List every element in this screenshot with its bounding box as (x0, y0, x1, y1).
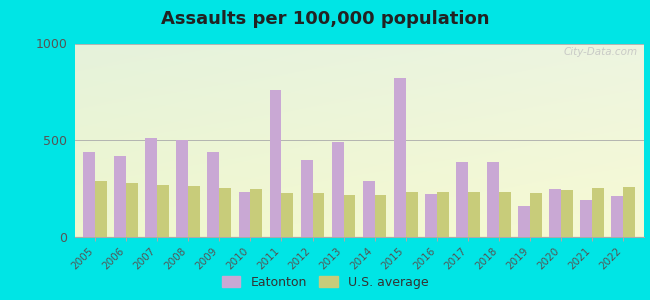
Bar (313, 194, 324, 237)
Legend: Eatonton, U.S. average: Eatonton, U.S. average (216, 271, 434, 294)
Bar (301, 160, 313, 237)
Bar (126, 183, 138, 237)
Bar (344, 195, 356, 237)
Bar (592, 188, 604, 237)
Bar (561, 190, 573, 237)
Bar (530, 194, 542, 237)
Text: Assaults per 100,000 population: Assaults per 100,000 population (161, 11, 489, 28)
Bar (188, 186, 200, 237)
Bar (332, 142, 344, 237)
Bar (146, 138, 157, 237)
Bar (250, 189, 262, 237)
Bar (487, 161, 499, 237)
Bar (456, 161, 468, 237)
Bar (437, 193, 448, 237)
Bar (95, 181, 107, 237)
Bar (207, 152, 219, 237)
Bar (580, 200, 592, 237)
Bar (612, 196, 623, 237)
Bar (239, 193, 250, 237)
Bar (363, 181, 374, 237)
Bar (114, 156, 126, 237)
Bar (219, 188, 231, 237)
Bar (468, 193, 480, 237)
Bar (176, 140, 188, 237)
Bar (394, 78, 406, 237)
Bar (83, 152, 95, 237)
Bar (406, 193, 417, 237)
Bar (549, 189, 561, 237)
Text: City-Data.com: City-Data.com (564, 47, 638, 57)
Bar (157, 185, 169, 237)
Bar (425, 194, 437, 237)
Bar (281, 194, 293, 237)
Bar (270, 90, 281, 237)
Bar (374, 195, 387, 237)
Bar (623, 187, 635, 237)
Bar (499, 193, 511, 237)
Bar (518, 206, 530, 237)
